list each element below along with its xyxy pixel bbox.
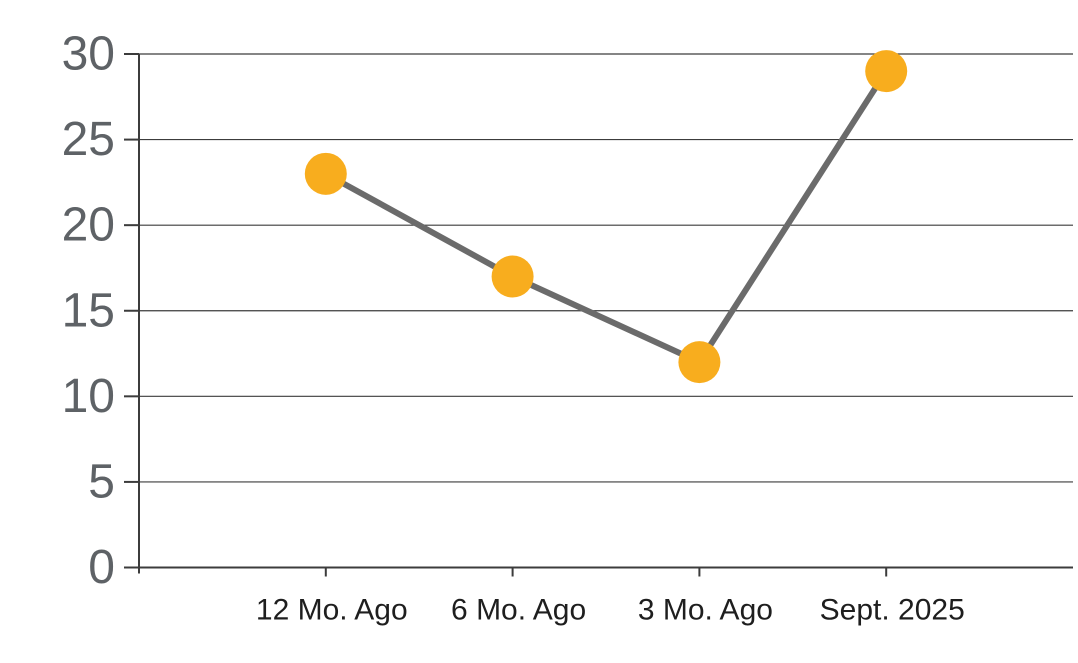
y-tick-label: 10 — [62, 370, 115, 423]
x-tick-label: 12 Mo. Ago — [256, 594, 408, 627]
data-point — [865, 50, 908, 93]
x-tick-label: 6 Mo. Ago — [451, 594, 586, 627]
data-point — [491, 255, 534, 298]
x-tick-label: 3 Mo. Ago — [638, 594, 773, 627]
x-tick-label: Sept. 2025 — [820, 594, 965, 627]
y-tick-label: 5 — [88, 455, 115, 508]
data-point — [304, 152, 347, 195]
data-point — [678, 341, 721, 384]
y-tick-label: 0 — [88, 541, 115, 594]
y-tick-label: 30 — [62, 28, 115, 81]
y-tick-label: 15 — [62, 284, 115, 337]
y-tick-label: 20 — [62, 199, 115, 252]
series-line — [322, 68, 890, 366]
y-tick-label: 25 — [62, 113, 115, 166]
